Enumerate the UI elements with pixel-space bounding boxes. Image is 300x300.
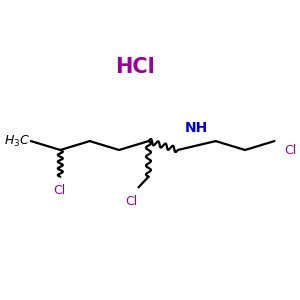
Text: HCl: HCl: [115, 57, 154, 77]
Text: Cl: Cl: [284, 143, 296, 157]
Text: $H_3C$: $H_3C$: [4, 134, 29, 148]
Text: Cl: Cl: [53, 184, 65, 197]
Text: NH: NH: [185, 121, 208, 135]
Text: Cl: Cl: [126, 195, 138, 208]
